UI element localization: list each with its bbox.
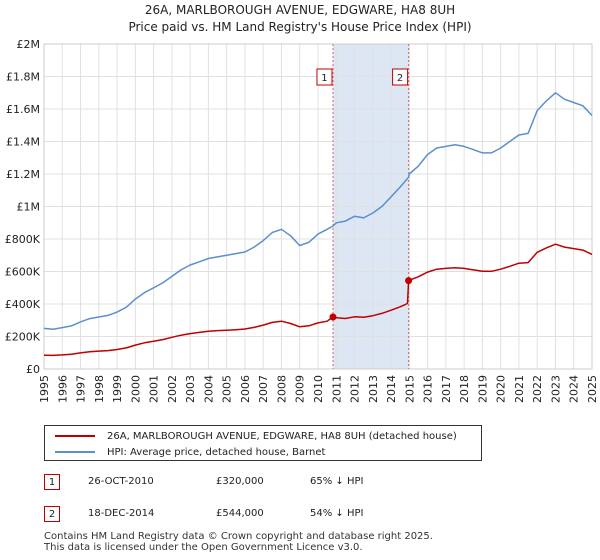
sale-row: 1 26-OCT-2010 £320,000 65% ↓ HPI xyxy=(44,474,444,492)
chart-title-line2: Price paid vs. HM Land Registry's House … xyxy=(128,20,472,34)
sale-marker-badge: 2 xyxy=(44,506,60,522)
x-tick-label: 1998 xyxy=(93,375,106,403)
sale-point xyxy=(329,313,337,321)
y-tick-label: £200K xyxy=(5,331,41,344)
x-tick-label: 2005 xyxy=(221,375,234,403)
x-tick-label: 2004 xyxy=(202,375,215,403)
sale-price: £320,000 xyxy=(216,476,264,487)
legend-label-property: 26A, MARLBOROUGH AVENUE, EDGWARE, HA8 8U… xyxy=(107,430,457,442)
footer: Contains HM Land Registry data © Crown c… xyxy=(44,531,433,553)
y-tick-label: £800K xyxy=(5,233,41,246)
y-tick-label: £1.4M xyxy=(6,136,40,149)
x-tick-label: 2003 xyxy=(184,375,197,403)
x-tick-label: 2010 xyxy=(312,375,325,403)
sale-marker-box xyxy=(316,68,333,86)
x-tick-label: 2014 xyxy=(385,375,398,403)
price-chart: £0 £200K £400K £600K £800K £1M £1.2M £1.4M £1.6M… xyxy=(5,38,599,403)
x-tick-label: 2022 xyxy=(531,375,544,403)
x-tick-label: 2013 xyxy=(367,375,380,403)
plot-frame xyxy=(43,43,593,370)
x-tick-label: 2011 xyxy=(330,375,343,403)
hpi-series-line xyxy=(43,92,593,330)
sale-hpi-diff: 65% ↓ HPI xyxy=(310,476,364,487)
legend-item-hpi: HPI: Average price, detached house, Barn… xyxy=(55,445,325,459)
x-tick-label: 2024 xyxy=(568,375,581,403)
sale-date: 18-DEC-2014 xyxy=(88,508,155,519)
x-tick-label: 2006 xyxy=(239,375,252,403)
x-tick-label: 2020 xyxy=(495,375,508,403)
chart-title-line1: 26A, MARLBOROUGH AVENUE, EDGWARE, HA8 8U… xyxy=(144,3,456,17)
x-tick-label: 2021 xyxy=(513,375,526,403)
y-tick-label: £1.8M xyxy=(6,71,40,84)
sale-point xyxy=(405,277,413,285)
sale-date: 26-OCT-2010 xyxy=(88,476,154,487)
y-tick-label: £400K xyxy=(5,298,41,311)
sale-price: £544,000 xyxy=(216,508,264,519)
chart-title: 26A, MARLBOROUGH AVENUE, EDGWARE, HA8 8U… xyxy=(0,0,600,36)
y-tick-label: £1M xyxy=(17,201,41,214)
footer-line1: Contains HM Land Registry data © Crown c… xyxy=(44,531,433,542)
x-tick-label: 1995 xyxy=(38,375,51,403)
chart-legend: 26A, MARLBOROUGH AVENUE, EDGWARE, HA8 8U… xyxy=(44,425,482,461)
y-tick-label: £600K xyxy=(5,266,41,279)
legend-label-hpi: HPI: Average price, detached house, Barn… xyxy=(107,446,326,458)
x-tick-label: 1996 xyxy=(56,375,69,403)
x-tick-label: 2000 xyxy=(129,375,142,403)
sale-marker-label: 2 xyxy=(397,73,403,84)
legend-item-property: 26A, MARLBOROUGH AVENUE, EDGWARE, HA8 8U… xyxy=(55,429,457,443)
x-tick-label: 2001 xyxy=(148,375,161,403)
sale-marker-label: 1 xyxy=(321,73,327,84)
x-tick-label: 2015 xyxy=(403,375,416,403)
footer-line2: This data is licensed under the Open Gov… xyxy=(44,542,363,553)
sale-row: 2 18-DEC-2014 £544,000 54% ↓ HPI xyxy=(44,506,444,524)
x-tick-label: 2002 xyxy=(166,375,179,403)
x-tick-label: 1997 xyxy=(75,375,88,403)
x-tick-label: 2016 xyxy=(422,375,435,403)
property-series-line xyxy=(43,243,593,357)
x-tick-label: 2007 xyxy=(257,375,270,403)
sale-marker-badge: 1 xyxy=(44,474,60,490)
sale-marker-box xyxy=(392,68,409,86)
x-tick-label: 2023 xyxy=(549,375,562,403)
x-tick-label: 2017 xyxy=(440,375,453,403)
x-tick-label: 2019 xyxy=(476,375,489,403)
y-tick-label: £1.6M xyxy=(6,103,40,116)
legend-swatch-hpi xyxy=(55,451,95,453)
legend-swatch-property xyxy=(55,435,95,437)
x-tick-label: 2025 xyxy=(586,375,599,403)
y-tick-label: £0 xyxy=(26,363,40,376)
x-tick-label: 2012 xyxy=(349,375,362,403)
x-tick-label: 2018 xyxy=(458,375,471,403)
x-tick-label: 2008 xyxy=(275,375,288,403)
y-tick-label: £1.2M xyxy=(6,168,40,181)
x-tick-label: 1999 xyxy=(111,375,124,403)
y-tick-label: £2M xyxy=(17,38,41,51)
x-tick-label: 2009 xyxy=(294,375,307,403)
sale-hpi-diff: 54% ↓ HPI xyxy=(310,508,364,519)
